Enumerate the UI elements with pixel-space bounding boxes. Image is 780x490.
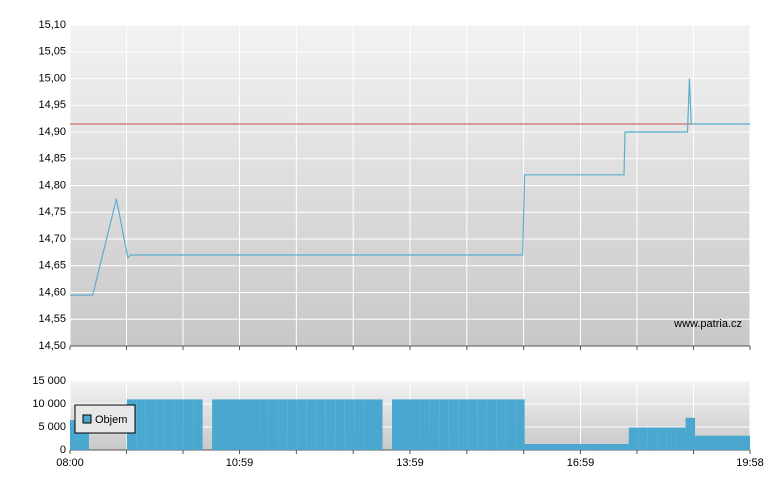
volume-bar bbox=[183, 399, 194, 450]
volume-bar bbox=[619, 444, 629, 450]
volume-bar bbox=[392, 399, 402, 450]
y-tick-label: 15,10 bbox=[38, 19, 66, 31]
volume-bar bbox=[249, 399, 260, 450]
volume-bar bbox=[647, 427, 658, 450]
volume-bar bbox=[676, 427, 686, 450]
volume-bar bbox=[467, 399, 478, 450]
watermark: www.patria.cz bbox=[673, 318, 742, 330]
y-tick-label: 14,75 bbox=[38, 206, 66, 218]
volume-bar bbox=[278, 399, 288, 450]
volume-bar bbox=[344, 399, 355, 450]
volume-bar bbox=[732, 435, 743, 450]
volume-bar bbox=[212, 399, 222, 450]
volume-bar bbox=[287, 399, 298, 450]
volume-bar bbox=[666, 427, 677, 450]
volume-bar bbox=[685, 417, 696, 450]
volume-bar bbox=[638, 427, 648, 450]
volume-bar bbox=[193, 399, 203, 450]
y-tick-label: 15,05 bbox=[38, 46, 66, 58]
volume-bar bbox=[458, 399, 468, 450]
y-tick-label: 14,85 bbox=[38, 153, 66, 165]
volume-bar bbox=[695, 435, 705, 450]
volume-bar bbox=[723, 435, 733, 450]
x-tick-label: 19:58 bbox=[736, 457, 764, 469]
y-tick-label: 14,80 bbox=[38, 179, 66, 191]
volume-bar bbox=[240, 399, 250, 450]
volume-bar bbox=[714, 435, 724, 450]
volume-bar bbox=[259, 399, 269, 450]
volume-bar bbox=[448, 399, 459, 450]
volume-bar bbox=[477, 399, 487, 450]
x-tick-label: 08:00 bbox=[56, 457, 84, 469]
volume-bar bbox=[325, 399, 336, 450]
volume-bar bbox=[145, 399, 156, 450]
y-tick-label: 14,70 bbox=[38, 233, 66, 245]
legend-swatch bbox=[82, 414, 92, 424]
volume-bar bbox=[543, 444, 554, 450]
y-tick-label: 14,55 bbox=[38, 313, 66, 325]
volume-bar bbox=[268, 399, 279, 450]
legend: Objem bbox=[74, 404, 136, 434]
volume-bar bbox=[515, 399, 525, 450]
volume-bar bbox=[553, 444, 563, 450]
volume-bar bbox=[306, 399, 317, 450]
volume-bar bbox=[562, 444, 572, 450]
y-tick-label: 0 bbox=[60, 444, 66, 456]
volume-bar bbox=[609, 444, 620, 450]
legend-box bbox=[74, 404, 136, 434]
y-tick-label: 10 000 bbox=[32, 398, 66, 410]
volume-bar bbox=[335, 399, 345, 450]
volume-bar bbox=[657, 427, 667, 450]
volume-bar bbox=[410, 399, 421, 450]
volume-bar bbox=[354, 399, 364, 450]
volume-bar bbox=[79, 420, 89, 450]
y-tick-label: 14,90 bbox=[38, 126, 66, 138]
y-tick-label: 15,00 bbox=[38, 72, 66, 84]
x-tick-label: 10:59 bbox=[226, 457, 254, 469]
volume-bar bbox=[524, 444, 535, 450]
volume-bar bbox=[70, 420, 80, 450]
volume-bar bbox=[155, 399, 165, 450]
volume-bar bbox=[742, 435, 750, 450]
volume-bar bbox=[297, 399, 307, 450]
volume-bar bbox=[496, 399, 506, 450]
volume-bar bbox=[590, 444, 601, 450]
y-tick-label: 14,95 bbox=[38, 99, 66, 111]
y-tick-label: 14,65 bbox=[38, 260, 66, 272]
volume-bar bbox=[316, 399, 326, 450]
volume-bar bbox=[221, 399, 232, 450]
volume-bar bbox=[401, 399, 411, 450]
volume-bar bbox=[439, 399, 449, 450]
volume-bar bbox=[486, 399, 497, 450]
y-tick-label: 14,60 bbox=[38, 286, 66, 298]
volume-bar bbox=[231, 399, 241, 450]
volume-bar bbox=[628, 427, 639, 450]
volume-bar bbox=[581, 444, 591, 450]
volume-bar bbox=[534, 444, 544, 450]
price-line bbox=[70, 78, 750, 296]
volume-bar bbox=[136, 399, 146, 450]
volume-bar bbox=[704, 435, 715, 450]
y-tick-label: 15 000 bbox=[32, 375, 66, 387]
volume-bar bbox=[363, 399, 374, 450]
y-tick-label: 14,50 bbox=[38, 340, 66, 352]
volume-bar bbox=[571, 444, 582, 450]
x-tick-label: 16:59 bbox=[567, 457, 595, 469]
x-tick-label: 13:59 bbox=[396, 457, 424, 469]
volume-bar bbox=[174, 399, 184, 450]
y-tick-label: 5 000 bbox=[38, 421, 66, 433]
volume-bar bbox=[505, 399, 516, 450]
volume-bar bbox=[164, 399, 175, 450]
volume-bar bbox=[373, 399, 383, 450]
volume-bar bbox=[600, 444, 610, 450]
volume-bar bbox=[420, 399, 430, 450]
legend-label: Objem bbox=[95, 414, 127, 426]
volume-bar bbox=[429, 399, 440, 450]
